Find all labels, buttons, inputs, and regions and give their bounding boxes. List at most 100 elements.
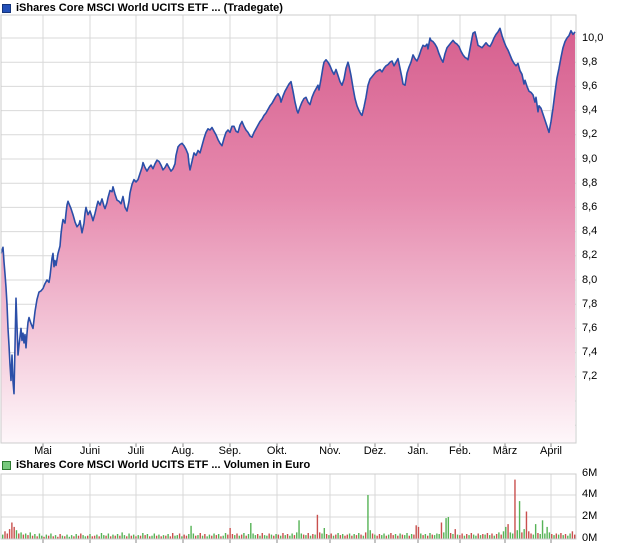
volume-bar [227, 534, 229, 539]
volume-bar [6, 533, 8, 539]
volume-bar [560, 533, 562, 540]
price-x-tick-label: Nov. [319, 445, 341, 457]
volume-bar [482, 534, 484, 539]
volume-bar [224, 533, 227, 540]
volume-bar [68, 536, 71, 539]
volume-bar [459, 535, 461, 539]
volume-bar [470, 533, 473, 540]
volume-bar [31, 535, 34, 539]
volume-bar [36, 536, 38, 540]
volume-bar [433, 535, 436, 539]
volume-bar [489, 535, 491, 539]
volume-bar [234, 535, 236, 539]
volume-bar [447, 517, 450, 539]
price-area-fill [1, 28, 575, 444]
volume-bar [268, 533, 270, 539]
price-y-tick-label: 8,2 [582, 249, 598, 262]
volume-bar [126, 536, 128, 540]
volume-bar [109, 536, 112, 540]
volume-bar [415, 525, 417, 540]
volume-bar [362, 535, 365, 539]
volume-bar [8, 529, 11, 539]
volume-bar [192, 533, 195, 539]
volume-bar [197, 535, 199, 539]
volume-bar [574, 534, 576, 539]
volume-bar [484, 534, 486, 539]
volume-bar [555, 533, 558, 539]
price-x-tick-label: Mai [34, 445, 52, 457]
volume-bar [149, 536, 151, 540]
volume-series-swatch-icon [2, 460, 11, 470]
volume-bar [169, 536, 172, 540]
volume-bar [11, 522, 13, 539]
price-y-tick-label: 8,6 [582, 200, 598, 213]
volume-bar [98, 536, 100, 540]
volume-bar [57, 536, 59, 539]
volume-bar [319, 532, 321, 539]
volume-bar [132, 534, 135, 539]
volume-bar [472, 534, 475, 539]
volume-bar [50, 533, 52, 539]
price-y-tick-label: 7,8 [582, 297, 598, 310]
volume-bar [286, 534, 289, 539]
volume-bar [426, 535, 429, 539]
volume-bar [498, 532, 500, 539]
volume-bar [404, 535, 406, 539]
price-y-tick-label: 9,8 [582, 55, 598, 68]
volume-bar [135, 536, 137, 540]
volume-bar [511, 533, 514, 539]
volume-bar [254, 535, 257, 539]
volume-bar [121, 532, 123, 539]
volume-bar [376, 535, 378, 539]
volume-bar [420, 533, 422, 539]
volume-bar [20, 532, 22, 539]
volume-bar [539, 534, 541, 539]
volume-plot-border [0, 473, 577, 540]
price-series-swatch-icon [2, 3, 11, 13]
volume-bar [521, 532, 523, 539]
volume-y-tick-label: 6M [582, 466, 598, 479]
volume-bar [507, 524, 509, 539]
volume-bar [495, 534, 498, 539]
volume-bar [54, 535, 57, 539]
volume-bar [45, 534, 48, 539]
volume-bar [266, 535, 268, 539]
volume-bar [438, 534, 440, 539]
volume-bar [463, 535, 466, 539]
volume-bar [174, 535, 176, 539]
price-chart-title: iShares Core MSCI World UCITS ETF ... (T… [16, 2, 283, 14]
volume-bar [165, 535, 167, 539]
volume-bar [252, 533, 254, 539]
volume-bar [514, 479, 516, 539]
volume-bar [211, 535, 213, 539]
price-x-tick-label: März [492, 445, 518, 457]
volume-bar [208, 534, 211, 539]
volume-bar [160, 536, 162, 540]
volume-bar [397, 535, 399, 539]
volume-bar [91, 536, 93, 540]
volume-bar [548, 532, 551, 539]
volume-bar [245, 535, 247, 539]
volume-bar [296, 532, 298, 539]
volume-bar [323, 528, 326, 539]
volume-bar [486, 533, 489, 540]
volume-bar [22, 534, 25, 539]
volume-bar [530, 533, 532, 539]
volume-bar [64, 536, 66, 540]
volume-bar [176, 535, 178, 539]
volume-bar [87, 535, 89, 539]
volume-bar [422, 535, 424, 539]
volume-bar [263, 535, 266, 539]
volume-bar [100, 533, 103, 540]
volume-bar [96, 534, 98, 539]
volume-chart-title: iShares Core MSCI World UCITS ETF ... Vo… [16, 459, 311, 471]
volume-bar [229, 528, 231, 539]
volume-bar [516, 530, 518, 539]
price-y-tick-label: 9,0 [582, 152, 598, 165]
volume-bar [541, 520, 544, 539]
volume-bar [142, 533, 144, 540]
volume-bar [89, 534, 91, 539]
price-x-tick-label: Dez. [363, 445, 387, 457]
volume-bar [562, 535, 564, 539]
